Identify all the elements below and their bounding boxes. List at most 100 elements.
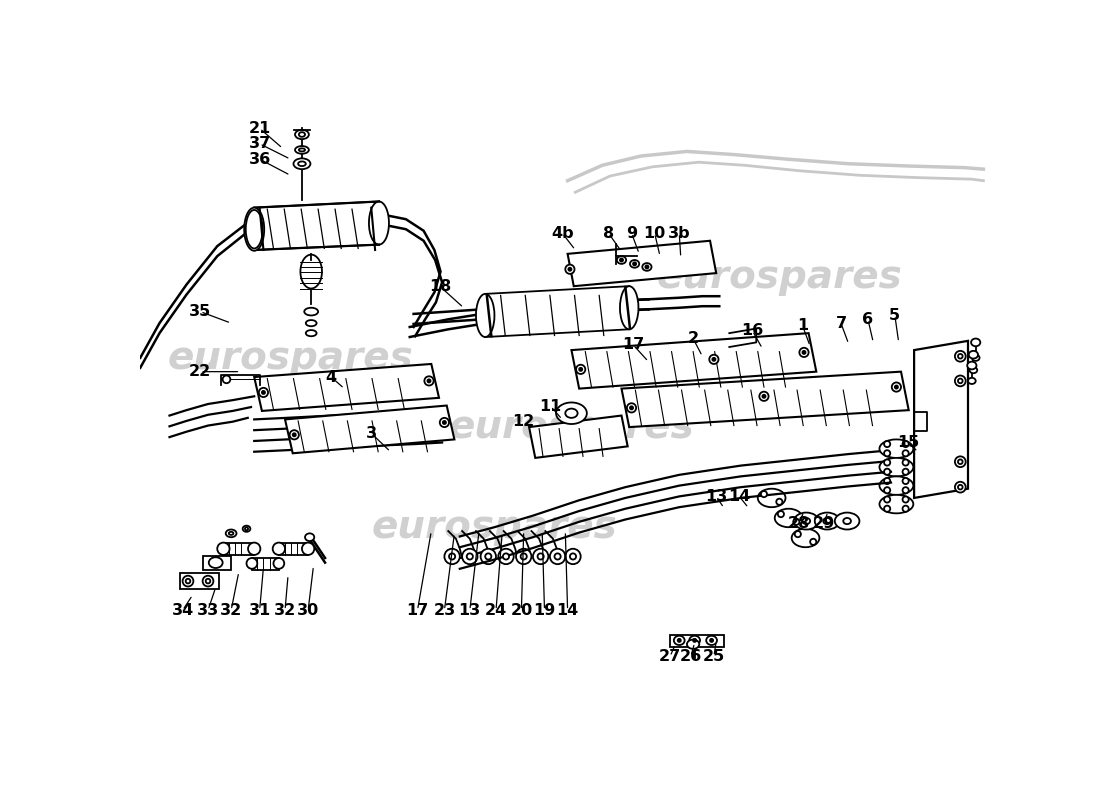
Text: 4: 4 xyxy=(326,370,337,385)
Text: 13: 13 xyxy=(705,489,727,504)
Ellipse shape xyxy=(565,409,578,418)
Ellipse shape xyxy=(884,441,890,447)
Ellipse shape xyxy=(810,538,816,545)
Ellipse shape xyxy=(674,636,684,645)
Ellipse shape xyxy=(761,491,767,497)
Polygon shape xyxy=(254,202,378,250)
Polygon shape xyxy=(485,286,629,337)
Ellipse shape xyxy=(294,158,310,169)
Ellipse shape xyxy=(485,554,492,559)
Ellipse shape xyxy=(274,558,284,569)
Ellipse shape xyxy=(693,639,696,642)
Text: 1: 1 xyxy=(796,318,808,333)
Ellipse shape xyxy=(295,130,309,139)
Ellipse shape xyxy=(792,529,820,547)
Ellipse shape xyxy=(299,148,305,151)
Text: 28: 28 xyxy=(788,516,810,531)
Ellipse shape xyxy=(678,639,681,642)
Ellipse shape xyxy=(565,265,574,274)
Ellipse shape xyxy=(958,485,962,490)
Text: 24: 24 xyxy=(485,603,507,618)
Ellipse shape xyxy=(955,482,966,493)
Ellipse shape xyxy=(617,256,626,264)
Ellipse shape xyxy=(245,210,263,249)
Ellipse shape xyxy=(186,578,190,583)
Text: 26: 26 xyxy=(680,649,702,664)
Ellipse shape xyxy=(844,518,851,524)
Ellipse shape xyxy=(823,518,830,524)
Ellipse shape xyxy=(955,375,966,386)
Polygon shape xyxy=(279,542,308,555)
Ellipse shape xyxy=(902,469,909,475)
Ellipse shape xyxy=(209,558,222,568)
Ellipse shape xyxy=(305,534,315,541)
Polygon shape xyxy=(670,635,724,646)
Text: eurospares: eurospares xyxy=(657,258,902,296)
Ellipse shape xyxy=(306,330,317,336)
Ellipse shape xyxy=(462,549,477,564)
Polygon shape xyxy=(529,415,628,458)
Ellipse shape xyxy=(884,450,890,456)
Ellipse shape xyxy=(902,496,909,502)
Text: 16: 16 xyxy=(741,323,763,338)
Ellipse shape xyxy=(884,487,890,494)
Ellipse shape xyxy=(630,406,634,410)
Text: 3b: 3b xyxy=(668,226,691,241)
Ellipse shape xyxy=(443,421,446,424)
Ellipse shape xyxy=(777,498,782,505)
Ellipse shape xyxy=(476,294,495,337)
Ellipse shape xyxy=(758,489,785,507)
Text: eurospares: eurospares xyxy=(167,339,414,377)
Ellipse shape xyxy=(884,506,890,512)
Text: 33: 33 xyxy=(197,603,219,618)
Text: 22: 22 xyxy=(189,364,211,379)
Ellipse shape xyxy=(498,549,514,564)
Ellipse shape xyxy=(884,478,890,484)
Ellipse shape xyxy=(879,476,913,495)
Ellipse shape xyxy=(550,549,565,564)
Ellipse shape xyxy=(884,459,890,466)
Text: 13: 13 xyxy=(459,603,481,618)
Ellipse shape xyxy=(243,526,251,532)
Ellipse shape xyxy=(835,513,859,530)
Ellipse shape xyxy=(258,388,268,397)
Ellipse shape xyxy=(246,558,257,569)
Text: 35: 35 xyxy=(189,304,211,319)
Ellipse shape xyxy=(300,254,322,289)
Ellipse shape xyxy=(516,549,531,564)
Ellipse shape xyxy=(879,495,913,514)
Ellipse shape xyxy=(262,391,265,394)
Ellipse shape xyxy=(229,532,233,535)
Text: 14: 14 xyxy=(557,603,579,618)
Text: 31: 31 xyxy=(249,603,271,618)
Text: 21: 21 xyxy=(249,121,271,136)
Ellipse shape xyxy=(298,162,306,166)
Text: 2: 2 xyxy=(688,331,698,346)
Polygon shape xyxy=(285,406,454,454)
Ellipse shape xyxy=(299,132,305,137)
Ellipse shape xyxy=(580,368,582,371)
Ellipse shape xyxy=(800,348,808,357)
Ellipse shape xyxy=(576,365,585,374)
Text: 14: 14 xyxy=(728,489,750,504)
Ellipse shape xyxy=(902,459,909,466)
Ellipse shape xyxy=(778,511,784,517)
Ellipse shape xyxy=(955,456,966,467)
Ellipse shape xyxy=(428,379,430,382)
Text: 20: 20 xyxy=(510,603,532,618)
Text: 12: 12 xyxy=(513,414,535,430)
Ellipse shape xyxy=(534,549,549,564)
Ellipse shape xyxy=(774,509,803,527)
Text: 19: 19 xyxy=(534,603,556,618)
Ellipse shape xyxy=(466,554,473,559)
Ellipse shape xyxy=(894,386,898,389)
Ellipse shape xyxy=(968,378,976,384)
Polygon shape xyxy=(254,364,439,411)
Text: 10: 10 xyxy=(644,226,666,241)
Ellipse shape xyxy=(969,351,978,358)
Polygon shape xyxy=(204,557,231,570)
Text: 17: 17 xyxy=(406,603,429,618)
Polygon shape xyxy=(180,574,219,589)
Ellipse shape xyxy=(892,382,901,392)
Text: eurospares: eurospares xyxy=(372,508,617,546)
